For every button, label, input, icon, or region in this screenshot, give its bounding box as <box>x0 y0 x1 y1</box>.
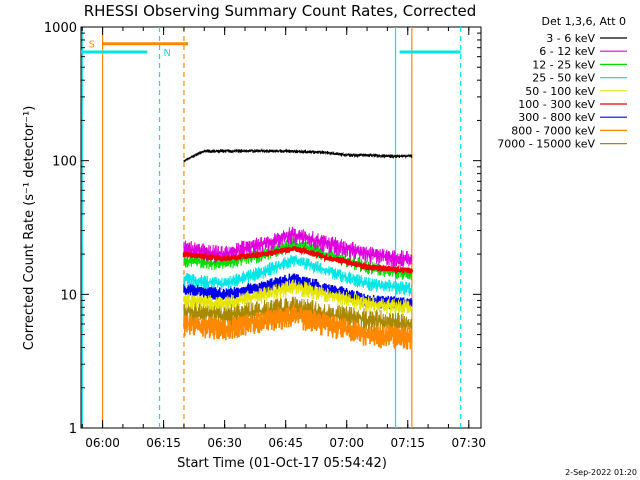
x-tick-label: 07:00 <box>329 436 364 450</box>
series-line <box>183 148 413 163</box>
legend-label: 100 - 300 keV <box>518 98 595 111</box>
x-tick-label: 07:15 <box>390 436 425 450</box>
plot-area <box>80 26 482 429</box>
legend-title: Det 1,3,6, Att 0 <box>542 15 626 28</box>
x-tick-label: 06:45 <box>268 436 303 450</box>
series-line <box>182 245 413 276</box>
saa-label: S <box>89 40 95 51</box>
chart-title: RHESSI Observing Summary Count Rates, Co… <box>84 2 477 20</box>
x-axis-label: Start Time (01-Oct-17 05:54:42) <box>177 456 387 471</box>
series-line <box>183 226 413 269</box>
legend-label: 800 - 7000 keV <box>511 124 595 137</box>
footer-timestamp: 2-Sep-2022 01:20 <box>565 468 637 477</box>
y-tick-label: 1 <box>69 422 77 437</box>
legend-label: 7000 - 15000 keV <box>497 138 595 151</box>
y-tick-label: 100 <box>52 155 77 170</box>
series-line <box>183 254 413 296</box>
legend-label: 12 - 25 keV <box>532 58 595 71</box>
series-line <box>183 304 413 350</box>
y-axis-label: Corrected Count Rate (s⁻¹ detector⁻¹) <box>22 106 37 351</box>
x-tick-label: 06:30 <box>207 436 242 450</box>
y-tick-label: 10 <box>60 288 77 303</box>
series-line <box>183 279 413 315</box>
legend-label: 50 - 100 keV <box>525 85 595 98</box>
y-tick-label: 1000 <box>44 21 77 36</box>
night-label: N <box>164 48 171 59</box>
legend-label: 25 - 50 keV <box>532 72 595 85</box>
x-tick-label: 06:15 <box>146 436 181 450</box>
x-tick-label: 06:00 <box>85 436 120 450</box>
legend-label: 6 - 12 keV <box>539 45 595 58</box>
legend-label: 300 - 800 keV <box>518 111 595 124</box>
legend-label: 3 - 6 keV <box>546 32 595 45</box>
series-line <box>183 296 413 337</box>
x-tick-label: 07:30 <box>451 436 486 450</box>
